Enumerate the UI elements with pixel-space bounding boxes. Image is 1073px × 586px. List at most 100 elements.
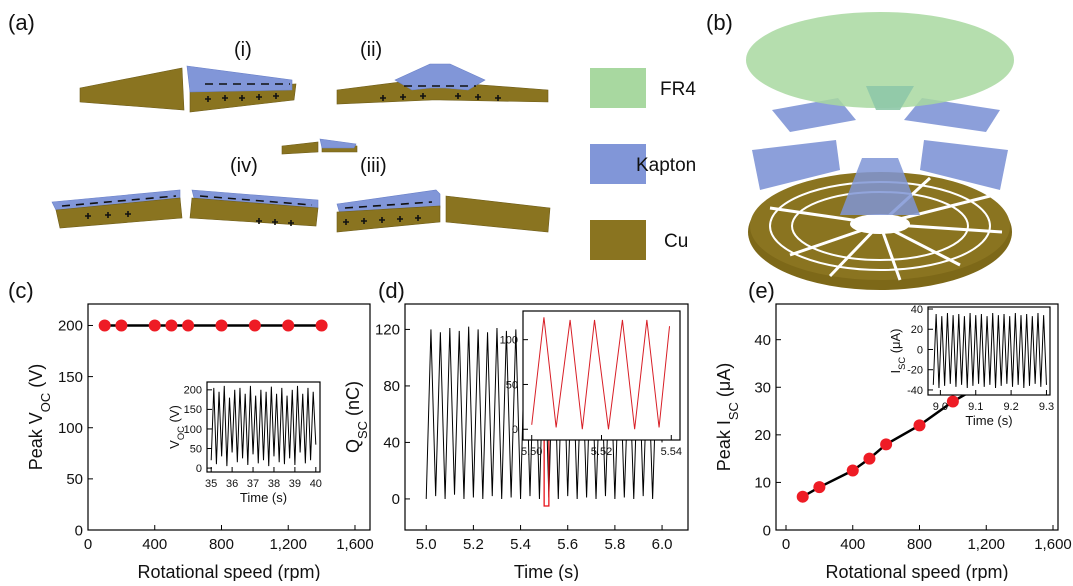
subscript: OC	[176, 426, 186, 440]
y-axis-title: ISC (μA)	[888, 328, 907, 373]
y-tick-label: 10	[754, 475, 771, 492]
x-tick-label: 9.2	[1003, 401, 1018, 413]
x-axis-title: Time (s)	[240, 490, 287, 505]
x-tick-label: 5.0	[416, 536, 437, 553]
label-part: (V)	[167, 405, 182, 426]
x-tick-label: 9.0	[933, 401, 948, 413]
x-axis-title: Time (s)	[514, 562, 579, 581]
y-tick-label: 100	[500, 335, 518, 347]
data-point	[797, 491, 809, 503]
figure: (a) (i) (ii) (iii) (iv)	[0, 0, 1073, 581]
y-tick-label: 20	[754, 427, 771, 444]
data-point	[165, 319, 177, 331]
panel-label: (d)	[378, 278, 405, 303]
y-tick-label: 0	[763, 522, 771, 539]
subscript: OC	[38, 393, 53, 412]
y-tick-label: 40	[754, 332, 771, 349]
x-tick-label: 5.6	[557, 536, 578, 553]
y-tick-label: 40	[911, 304, 923, 316]
panel-label: (a)	[8, 10, 35, 35]
x-tick-label: 0	[84, 536, 92, 553]
data-point	[880, 438, 892, 450]
data-point	[282, 319, 294, 331]
y-tick-label: -20	[907, 365, 923, 377]
y-axis-title: Peak VOC (V)	[26, 364, 53, 470]
data-point	[847, 465, 859, 477]
x-tick-label: 35	[205, 478, 217, 490]
panel-label: (e)	[748, 278, 775, 303]
x-axis-title: Rotational speed (rpm)	[825, 562, 1008, 581]
subscript: SC	[897, 357, 907, 370]
x-axis-title: Rotational speed (rpm)	[137, 562, 320, 581]
x-tick-label: 5.4	[510, 536, 531, 553]
y-tick-label: 0	[917, 344, 923, 356]
x-tick-label: 9.3	[1039, 401, 1054, 413]
label-part: (nC)	[343, 381, 363, 421]
x-tick-label: 37	[247, 478, 259, 490]
y-tick-label: 100	[184, 424, 202, 436]
y-tick-label: 120	[375, 322, 400, 339]
y-tick-label: 0	[196, 463, 202, 475]
y-tick-label: 0	[512, 424, 518, 436]
data-point	[115, 319, 127, 331]
x-tick-label: 1,200	[269, 536, 307, 553]
legend-label: Kapton	[636, 155, 696, 176]
y-tick-label: 40	[383, 435, 400, 452]
y-axis-title: Peak ISC (μA)	[714, 363, 741, 471]
x-tick-label: 0	[782, 536, 790, 553]
label-part: (V)	[26, 364, 46, 393]
y-axis-title: QSC (nC)	[343, 381, 370, 453]
data-point	[863, 453, 875, 465]
x-tick-label: 6.0	[652, 536, 673, 553]
data-point	[813, 481, 825, 493]
data-point	[99, 319, 111, 331]
x-tick-label: 40	[310, 478, 322, 490]
y-tick-label: 100	[58, 420, 83, 437]
label-part: Q	[343, 439, 363, 453]
y-tick-label: -40	[907, 385, 923, 397]
x-tick-label: 38	[268, 478, 280, 490]
y-tick-label: 0	[392, 491, 400, 508]
x-axis-title: Time (s)	[965, 413, 1012, 428]
state-label: (ii)	[360, 39, 382, 61]
subscript: SC	[355, 421, 370, 439]
x-tick-label: 400	[840, 536, 865, 553]
data-point	[947, 396, 959, 408]
x-tick-label: 5.54	[661, 446, 682, 458]
x-tick-label: 1,600	[336, 536, 374, 553]
schematic-a	[52, 64, 646, 260]
y-tick-label: 50	[506, 379, 518, 391]
legend-label: FR4	[660, 79, 696, 100]
state-label: (i)	[234, 39, 252, 61]
y-tick-label: 30	[754, 380, 771, 397]
y-tick-label: 80	[383, 378, 400, 395]
data-point	[182, 319, 194, 331]
data-point	[215, 319, 227, 331]
state-label: (iii)	[360, 155, 387, 177]
x-tick-label: 1,600	[1034, 536, 1072, 553]
data-point	[149, 319, 161, 331]
y-tick-label: 200	[184, 385, 202, 397]
x-tick-label: 400	[142, 536, 167, 553]
state-label: (iv)	[230, 155, 258, 177]
x-tick-label: 9.1	[968, 401, 983, 413]
panel-label: (b)	[706, 10, 733, 35]
schematic-b	[746, 12, 1014, 290]
data-point	[249, 319, 261, 331]
label-part: (μA)	[714, 363, 734, 402]
y-tick-label: 200	[58, 318, 83, 335]
panel-label: (c)	[8, 278, 34, 303]
x-tick-label: 5.8	[604, 536, 625, 553]
x-tick-label: 800	[907, 536, 932, 553]
y-tick-label: 50	[190, 443, 202, 455]
data-point	[914, 419, 926, 431]
label-part: V	[167, 440, 182, 449]
x-tick-label: 36	[226, 478, 238, 490]
label-part: Peak V	[26, 412, 46, 470]
x-tick-label: 39	[289, 478, 301, 490]
y-tick-label: 20	[911, 324, 923, 336]
y-tick-label: 0	[75, 522, 83, 539]
subscript: SC	[726, 402, 741, 420]
x-tick-label: 800	[209, 536, 234, 553]
y-tick-label: 150	[58, 369, 83, 386]
